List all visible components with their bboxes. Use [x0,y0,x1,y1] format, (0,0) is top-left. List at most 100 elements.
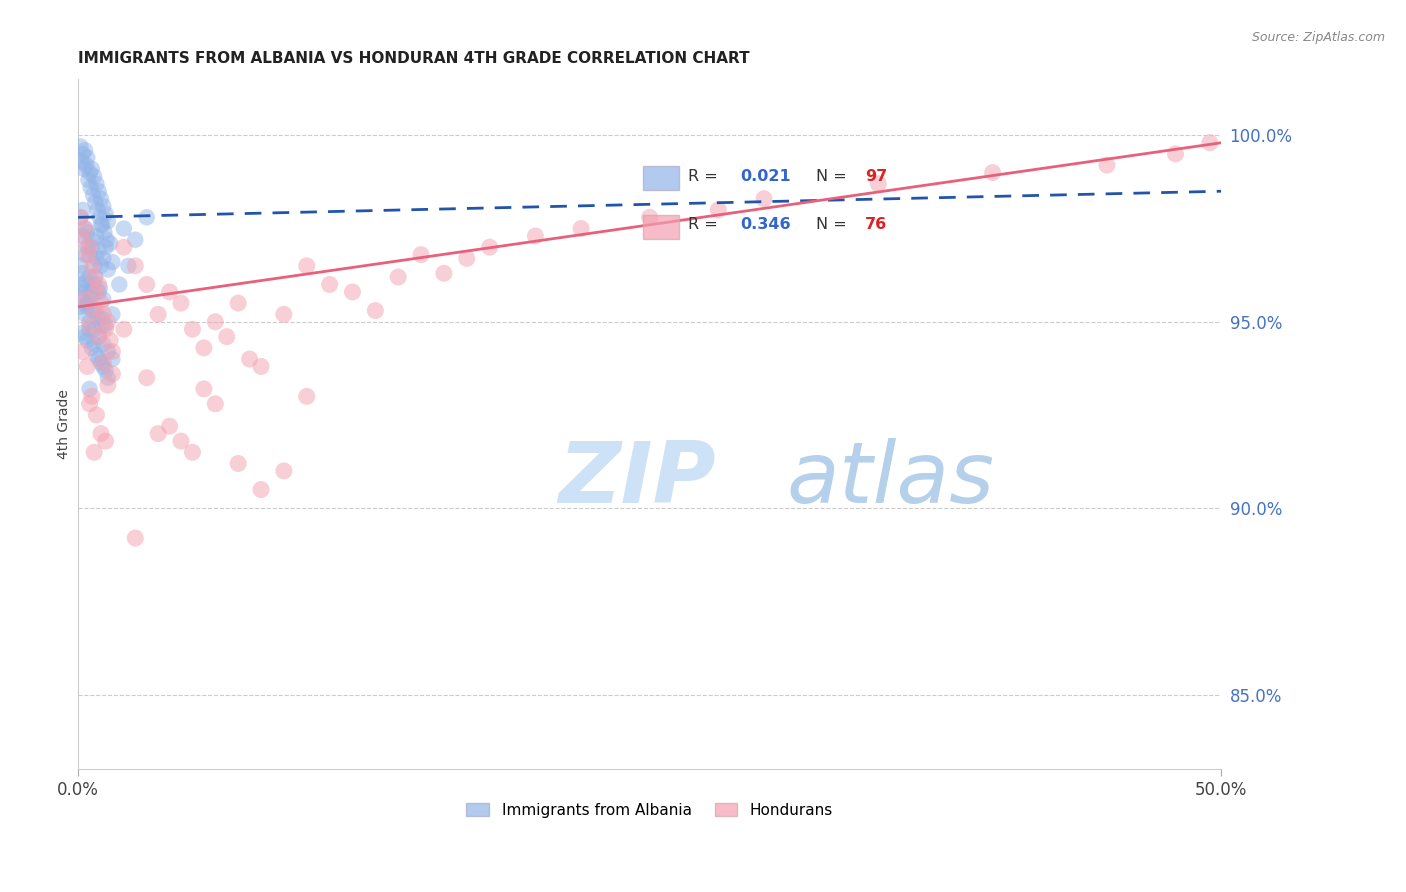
Point [181,322,204,336]
Text: 76: 76 [865,217,887,232]
Point [76,247,98,261]
Point [69,139,91,153]
Text: N =: N = [817,169,852,185]
Point [752,192,775,206]
Point [86,285,108,299]
Point [98,236,121,251]
Point [80,259,103,273]
Point [409,247,432,261]
Y-axis label: 4th Grade: 4th Grade [58,390,72,459]
Point [101,307,124,321]
Point [135,211,157,225]
Point [433,266,456,280]
FancyBboxPatch shape [643,215,679,238]
Point [79,382,101,396]
Point [101,367,124,381]
Point [204,397,226,411]
Point [94,240,117,254]
Point [76,225,98,239]
Point [112,322,135,336]
Point [86,311,108,326]
Point [90,296,112,310]
Point [75,158,97,172]
Point [83,337,105,351]
Point [80,389,103,403]
Point [146,426,169,441]
Point [295,389,318,403]
Point [707,202,730,217]
Point [72,229,94,244]
Point [69,300,91,314]
Point [79,318,101,333]
Point [170,434,193,449]
Point [364,303,387,318]
Point [90,356,112,370]
Point [83,277,105,292]
Point [124,259,146,273]
Point [94,206,117,220]
Point [73,329,96,343]
Point [250,483,273,497]
Point [87,352,110,367]
Point [226,296,249,310]
Point [101,344,124,359]
Point [193,382,215,396]
Point [135,277,157,292]
Point [295,259,318,273]
Point [91,218,114,232]
Point [82,303,104,318]
Point [73,221,96,235]
Point [80,288,103,302]
Point [112,240,135,254]
Point [1095,158,1118,172]
Point [79,270,101,285]
Point [89,211,111,225]
Point [69,259,91,273]
Point [90,426,112,441]
Point [79,165,101,179]
Text: 0.346: 0.346 [740,217,790,232]
Point [80,233,103,247]
Point [91,318,114,333]
Point [159,285,181,299]
Point [73,247,96,261]
Point [91,293,114,307]
Point [73,293,96,307]
Point [73,221,96,235]
Point [72,326,94,340]
Point [79,322,101,336]
Point [83,303,105,318]
Point [318,277,340,292]
Text: IMMIGRANTS FROM ALBANIA VS HONDURAN 4TH GRADE CORRELATION CHART: IMMIGRANTS FROM ALBANIA VS HONDURAN 4TH … [79,51,749,66]
Point [204,315,226,329]
Point [94,434,117,449]
Point [97,214,120,228]
Point [91,359,114,374]
Point [342,285,364,299]
Point [478,240,501,254]
Point [76,359,98,374]
Point [1164,147,1187,161]
Point [101,352,124,367]
Text: 0.021: 0.021 [740,169,790,185]
Point [72,202,94,217]
Point [79,240,101,254]
Point [83,322,105,336]
Point [69,211,91,225]
Point [72,344,94,359]
Point [91,337,114,351]
Point [86,202,108,217]
Point [159,419,181,434]
Text: N =: N = [817,217,852,232]
Point [69,211,91,225]
Point [226,457,249,471]
Point [83,259,105,273]
Point [97,344,120,359]
Point [72,293,94,307]
Point [76,300,98,314]
Point [135,370,157,384]
Point [83,270,105,285]
Point [108,277,131,292]
Point [86,408,108,422]
Point [73,285,96,299]
